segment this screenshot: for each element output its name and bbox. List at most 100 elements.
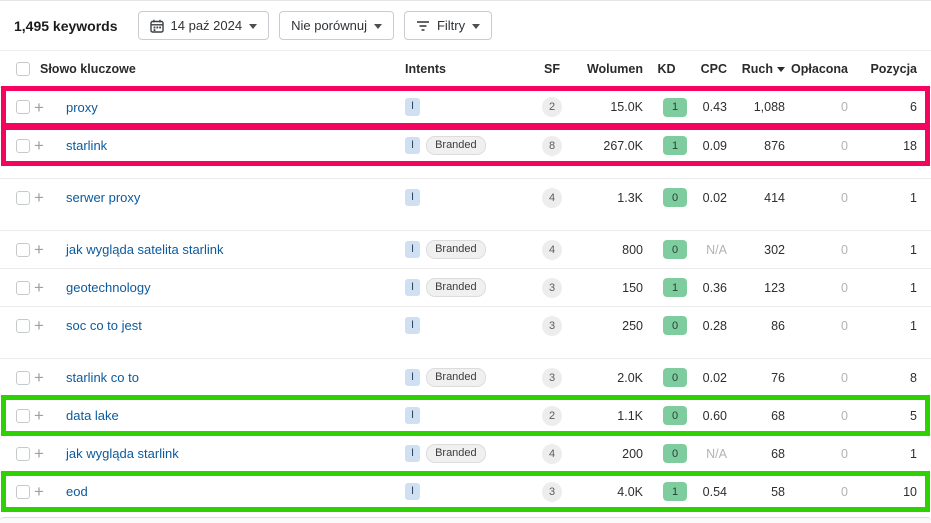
keyword-link[interactable]: eod [66, 484, 88, 499]
column-header-volume[interactable]: Wolumen [586, 62, 643, 76]
table-row[interactable]: + proxy I 2 15.0K 1 0.43 1,088 0 6 [0, 86, 931, 128]
table-row[interactable]: + jak wygląda satelita starlink I Branded… [0, 230, 931, 268]
keyword-link[interactable]: geotechnology [66, 280, 151, 295]
caret-down-icon [472, 23, 481, 29]
keyword-link[interactable]: serwer proxy [66, 190, 141, 205]
row-checkbox[interactable] [16, 484, 30, 499]
keyword-link[interactable]: jak wygląda starlink [66, 446, 179, 461]
paid-traffic-value: 0 [841, 318, 848, 333]
plus-icon[interactable]: + [34, 316, 44, 335]
keyword-link[interactable]: soc co to jest [66, 318, 142, 333]
position-value: 1 [910, 242, 917, 257]
column-header-position[interactable]: Pozycja [870, 62, 917, 76]
traffic-value: 68 [771, 408, 785, 423]
plus-icon[interactable]: + [34, 188, 44, 207]
row-checkbox[interactable] [16, 242, 30, 257]
traffic-value: 76 [771, 370, 785, 385]
row-checkbox[interactable] [16, 100, 30, 114]
intents-cell: I [400, 316, 538, 335]
position-value: 1 [910, 280, 917, 295]
table-header: Słowo kluczowe Intents SF Wolumen KD CPC… [0, 51, 931, 88]
row-checkbox[interactable] [16, 138, 30, 153]
column-header-traffic[interactable]: Ruch [742, 62, 785, 76]
table-row[interactable]: + starlink co to I Branded 3 2.0K 0 0.02 … [0, 358, 931, 396]
plus-icon[interactable]: + [34, 482, 44, 501]
column-header-keyword[interactable]: Słowo kluczowe [40, 62, 136, 76]
plus-icon[interactable]: + [34, 97, 44, 117]
column-header-kd[interactable]: KD [657, 62, 676, 76]
plus-icon[interactable]: + [34, 136, 44, 155]
kd-badge: 0 [663, 188, 687, 207]
row-checkbox[interactable] [16, 408, 30, 423]
intent-informational-badge: I [405, 444, 421, 463]
kd-badge: 0 [663, 368, 687, 387]
plus-icon[interactable]: + [34, 444, 44, 463]
column-header-sf[interactable]: SF [544, 62, 560, 76]
date-picker-button[interactable]: 14 paź 2024 [137, 11, 270, 40]
intent-branded-badge: Branded [426, 444, 486, 463]
row-checkbox[interactable] [16, 280, 30, 295]
intent-informational-badge: I [405, 136, 421, 155]
kd-cell: 0 [663, 188, 690, 207]
position-value: 10 [903, 484, 917, 499]
table-row[interactable]: + serwer proxy I 4 1.3K 0 0.02 414 0 1 [0, 178, 931, 216]
plus-icon[interactable]: + [34, 406, 44, 425]
row-checkbox[interactable] [16, 190, 30, 205]
table-body: + proxy I 2 15.0K 1 0.43 1,088 0 6 + sta… [0, 86, 931, 512]
table-row[interactable]: + jak wygląda starlink I Branded 4 200 0 … [0, 434, 931, 472]
row-checkbox[interactable] [16, 370, 30, 385]
volume-value: 2.0K [617, 370, 643, 385]
cpc-value: 0.43 [702, 100, 727, 114]
kd-cell: 0 [663, 368, 690, 387]
select-all-checkbox[interactable] [16, 62, 30, 76]
position-value: 5 [910, 408, 917, 423]
paid-traffic-value: 0 [841, 446, 848, 461]
intents-cell: I [400, 482, 538, 501]
serp-features-badge: 2 [542, 97, 562, 117]
compare-dropdown-button[interactable]: Nie porównuj [279, 11, 394, 40]
intent-branded-badge: Branded [426, 278, 486, 297]
intent-informational-badge: I [405, 240, 421, 259]
volume-value: 4.0K [617, 484, 643, 499]
cpc-value: 0.28 [702, 318, 727, 333]
serp-features-badge: 3 [542, 367, 562, 388]
volume-value: 250 [622, 318, 643, 333]
kd-cell: 1 [663, 482, 690, 501]
column-header-paid[interactable]: Opłacona [791, 62, 848, 76]
intents-cell: I [400, 188, 538, 207]
table-row[interactable]: + eod I 3 4.0K 1 0.54 58 0 10 [0, 471, 931, 512]
intent-informational-badge: I [405, 406, 421, 425]
serp-features-badge: 2 [542, 405, 562, 426]
plus-icon[interactable]: + [34, 240, 44, 259]
row-checkbox[interactable] [16, 446, 30, 461]
keyword-link[interactable]: starlink co to [66, 370, 139, 385]
column-header-intents[interactable]: Intents [405, 62, 446, 76]
plus-icon[interactable]: + [34, 368, 44, 387]
serp-features-badge: 8 [542, 135, 562, 156]
row-checkbox[interactable] [16, 318, 30, 333]
cpc-value: 0.09 [702, 138, 727, 153]
paid-traffic-value: 0 [841, 100, 848, 114]
intents-cell: I Branded [400, 368, 538, 387]
table-row[interactable]: + starlink I Branded 8 267.0K 1 0.09 876 … [0, 125, 931, 166]
table-row[interactable]: + data lake I 2 1.1K 0 0.60 68 0 5 [0, 395, 931, 436]
paid-traffic-value: 0 [841, 138, 848, 153]
keyword-link[interactable]: starlink [66, 138, 108, 153]
filters-button[interactable]: Filtry [403, 11, 493, 40]
kd-badge: 0 [663, 406, 687, 425]
column-header-cpc[interactable]: CPC [700, 62, 727, 76]
intent-informational-badge: I [405, 98, 421, 116]
intent-informational-badge: I [405, 278, 421, 297]
kd-cell: 1 [663, 97, 690, 117]
intents-cell: I Branded [400, 240, 538, 259]
table-row[interactable]: + soc co to jest I 3 250 0 0.28 86 0 1 [0, 306, 931, 344]
table-row[interactable]: + geotechnology I Branded 3 150 1 0.36 12… [0, 268, 931, 306]
volume-value: 1.3K [617, 190, 643, 205]
plus-icon[interactable]: + [34, 278, 44, 297]
keyword-link[interactable]: data lake [66, 408, 119, 423]
kd-badge: 1 [663, 278, 687, 297]
column-header-traffic-label: Ruch [741, 62, 773, 76]
keyword-link[interactable]: jak wygląda satelita starlink [66, 242, 224, 257]
cpc-value: 0.36 [702, 280, 727, 295]
keyword-link[interactable]: proxy [66, 99, 98, 115]
